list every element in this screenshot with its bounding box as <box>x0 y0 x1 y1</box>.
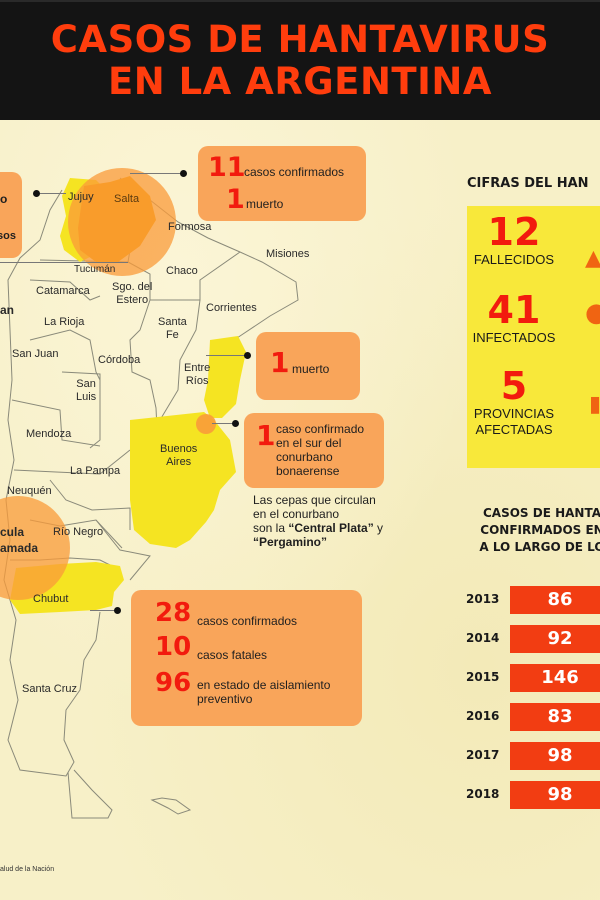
label-mendoza: Mendoza <box>26 428 72 440</box>
label-chubut: Chubut <box>33 593 69 605</box>
label-rio-negro: Río Negro <box>53 526 104 538</box>
leader-line-chubut <box>90 610 116 611</box>
history-row: 2014 92 <box>466 625 600 653</box>
history-row: 2013 86 <box>466 586 600 614</box>
label-tucuman: Tucumán <box>74 264 116 275</box>
province-entre-rios <box>204 336 246 418</box>
stats-box: 12 FALLECIDOS 41 INFECTADOS 5 PROVINCIAS… <box>467 206 600 468</box>
callout-conurbano: 1 caso confirmado en el sur del conurban… <box>244 413 384 488</box>
source-credit: alud de la Nación <box>0 866 55 873</box>
cepas-note: Las cepas que circulan en el conurbano s… <box>253 493 384 549</box>
leader-line-salta <box>130 173 182 174</box>
leader-line-jujuy <box>40 193 66 194</box>
label-la-pampa: La Pampa <box>70 465 121 477</box>
label-cordoba: Córdoba <box>98 354 141 366</box>
label-entre-rios: Entre Ríos <box>184 362 211 387</box>
callout-entre-rios: 1 muerto <box>256 332 360 400</box>
label-san-juan: San Juan <box>12 348 59 360</box>
label-partial-cula: cula <box>0 525 25 539</box>
history-row: 2017 98 <box>466 742 600 770</box>
label-formosa: Formosa <box>168 221 212 233</box>
outbreak-circle-epuyen <box>0 496 70 600</box>
label-corrientes: Corrientes <box>206 302 257 314</box>
label-catamarca: Catamarca <box>36 285 90 297</box>
outbreak-circle-salta <box>68 168 176 276</box>
title-line-1: CASOS DE HANTAVIRUS <box>50 18 550 61</box>
header-banner: CASOS DE HANTAVIRUS EN LA ARGENTINA <box>0 0 600 120</box>
stat-provincias: 5 PROVINCIAS AFECTADAS <box>473 364 555 437</box>
leader-dot-chubut <box>114 607 121 614</box>
label-partial-amada: amada <box>0 541 39 555</box>
stat-fallecidos: 12 FALLECIDOS <box>473 210 555 267</box>
stats-title: CIFRAS DEL HAN <box>467 176 589 191</box>
leader-line-conurbano <box>212 423 234 424</box>
label-chaco: Chaco <box>166 265 198 277</box>
leader-dot-jujuy <box>33 190 40 197</box>
label-la-rioja: La Rioja <box>44 316 85 328</box>
leader-dot-salta <box>180 170 187 177</box>
history-row: 2018 98 <box>466 781 600 809</box>
history-row: 2016 83 <box>466 703 600 731</box>
label-santa-cruz: Santa Cruz <box>22 683 78 695</box>
label-neuquen: Neuquén <box>7 485 52 497</box>
map-pin-icon: ▮ <box>589 392 600 417</box>
leader-line-entre-rios <box>206 355 246 356</box>
person-icon: ● <box>585 298 600 328</box>
callout-jujuy-partial: o sos <box>0 172 22 258</box>
argentina-map <box>0 168 299 819</box>
label-misiones: Misiones <box>266 248 310 260</box>
leader-line-tucuman <box>0 262 128 263</box>
callout-chubut: 28 casos confirmados 10 casos fatales 96… <box>131 590 362 726</box>
label-santa-fe: Santa Fe <box>158 316 187 341</box>
label-salta: Salta <box>114 193 140 205</box>
label-sgo-del-estero: Sgo. del Estero <box>112 281 153 306</box>
leader-dot-conurbano <box>232 420 239 427</box>
label-partial-san-juan-callout: an <box>0 303 15 317</box>
leader-dot-entre-rios <box>244 352 251 359</box>
callout-salta: 11 casos confirmados 1 muerto <box>198 146 366 221</box>
history-row: 2015 146 <box>466 664 600 692</box>
stat-infectados: 41 INFECTADOS <box>472 288 556 345</box>
title-line-2: EN LA ARGENTINA <box>107 60 493 103</box>
label-jujuy: Jujuy <box>68 191 94 203</box>
outbreak-circle-conurbano <box>196 414 216 434</box>
history-title: CASOS DE HANTA CONFIRMADOS EN A LO LARGO… <box>479 506 600 554</box>
skull-icon: ▲ <box>585 246 600 271</box>
label-san-luis: San Luis <box>76 378 97 403</box>
province-buenos-aires <box>130 412 236 548</box>
label-buenos-aires: Buenos Aires <box>160 443 198 468</box>
